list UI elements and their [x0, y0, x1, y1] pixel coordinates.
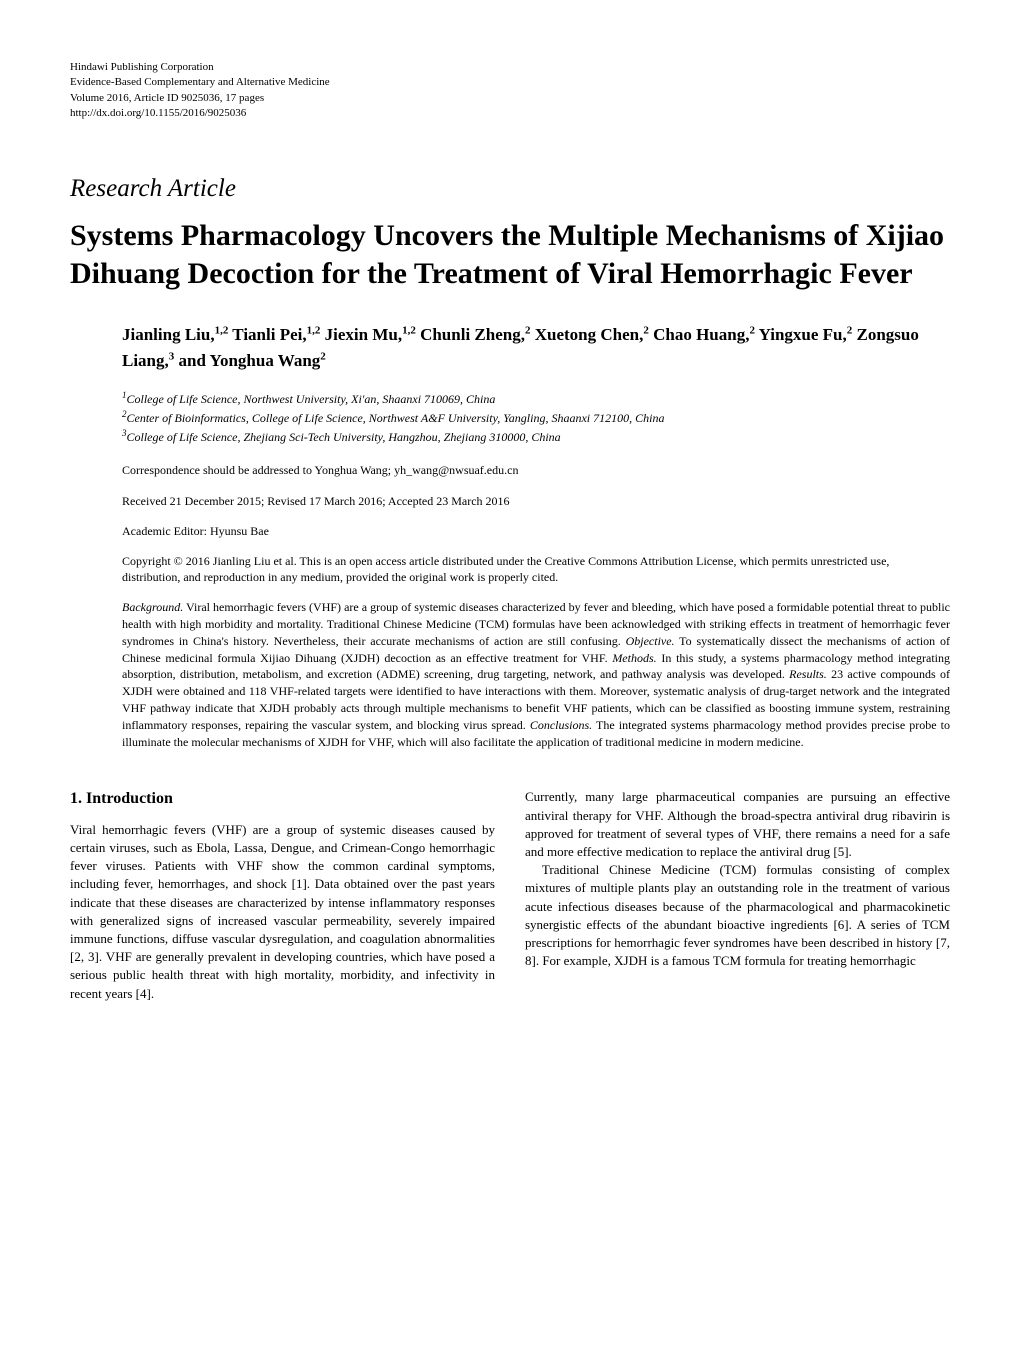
intro-paragraph-2: Traditional Chinese Medicine (TCM) formu… [525, 861, 950, 970]
paper-title: Systems Pharmacology Uncovers the Multip… [70, 217, 950, 292]
body-columns: 1. Introduction Viral hemorrhagic fevers… [70, 788, 950, 1002]
abstract-background-label: Background. [122, 600, 183, 614]
abstract-results-label: Results. [789, 667, 827, 681]
right-column: Currently, many large pharmaceutical com… [525, 788, 950, 1002]
affiliations: 1College of Life Science, Northwest Univ… [70, 389, 950, 446]
volume-info: Volume 2016, Article ID 9025036, 17 page… [70, 91, 950, 106]
correspondence: Correspondence should be addressed to Yo… [70, 462, 950, 478]
publisher-name: Hindawi Publishing Corporation [70, 60, 950, 75]
intro-paragraph-1: Viral hemorrhagic fevers (VHF) are a gro… [70, 821, 495, 1003]
article-type: Research Article [70, 172, 950, 206]
copyright-notice: Copyright © 2016 Jianling Liu et al. Thi… [70, 553, 950, 585]
abstract-conclusions-label: Conclusions. [530, 718, 592, 732]
journal-name: Evidence-Based Complementary and Alterna… [70, 75, 950, 90]
author-list: Jianling Liu,1,2 Tianli Pei,1,2 Jiexin M… [70, 322, 950, 373]
doi-url: http://dx.doi.org/10.1155/2016/9025036 [70, 106, 950, 121]
publisher-info: Hindawi Publishing Corporation Evidence-… [70, 60, 950, 122]
intro-paragraph-1-cont: Currently, many large pharmaceutical com… [525, 788, 950, 861]
section-1-heading: 1. Introduction [70, 788, 495, 810]
left-column: 1. Introduction Viral hemorrhagic fevers… [70, 788, 495, 1002]
abstract: Background. Viral hemorrhagic fevers (VH… [70, 599, 950, 750]
abstract-objective-label: Objective. [626, 634, 675, 648]
academic-editor: Academic Editor: Hyunsu Bae [70, 523, 950, 539]
article-dates: Received 21 December 2015; Revised 17 Ma… [70, 493, 950, 509]
abstract-methods-label: Methods. [612, 651, 656, 665]
